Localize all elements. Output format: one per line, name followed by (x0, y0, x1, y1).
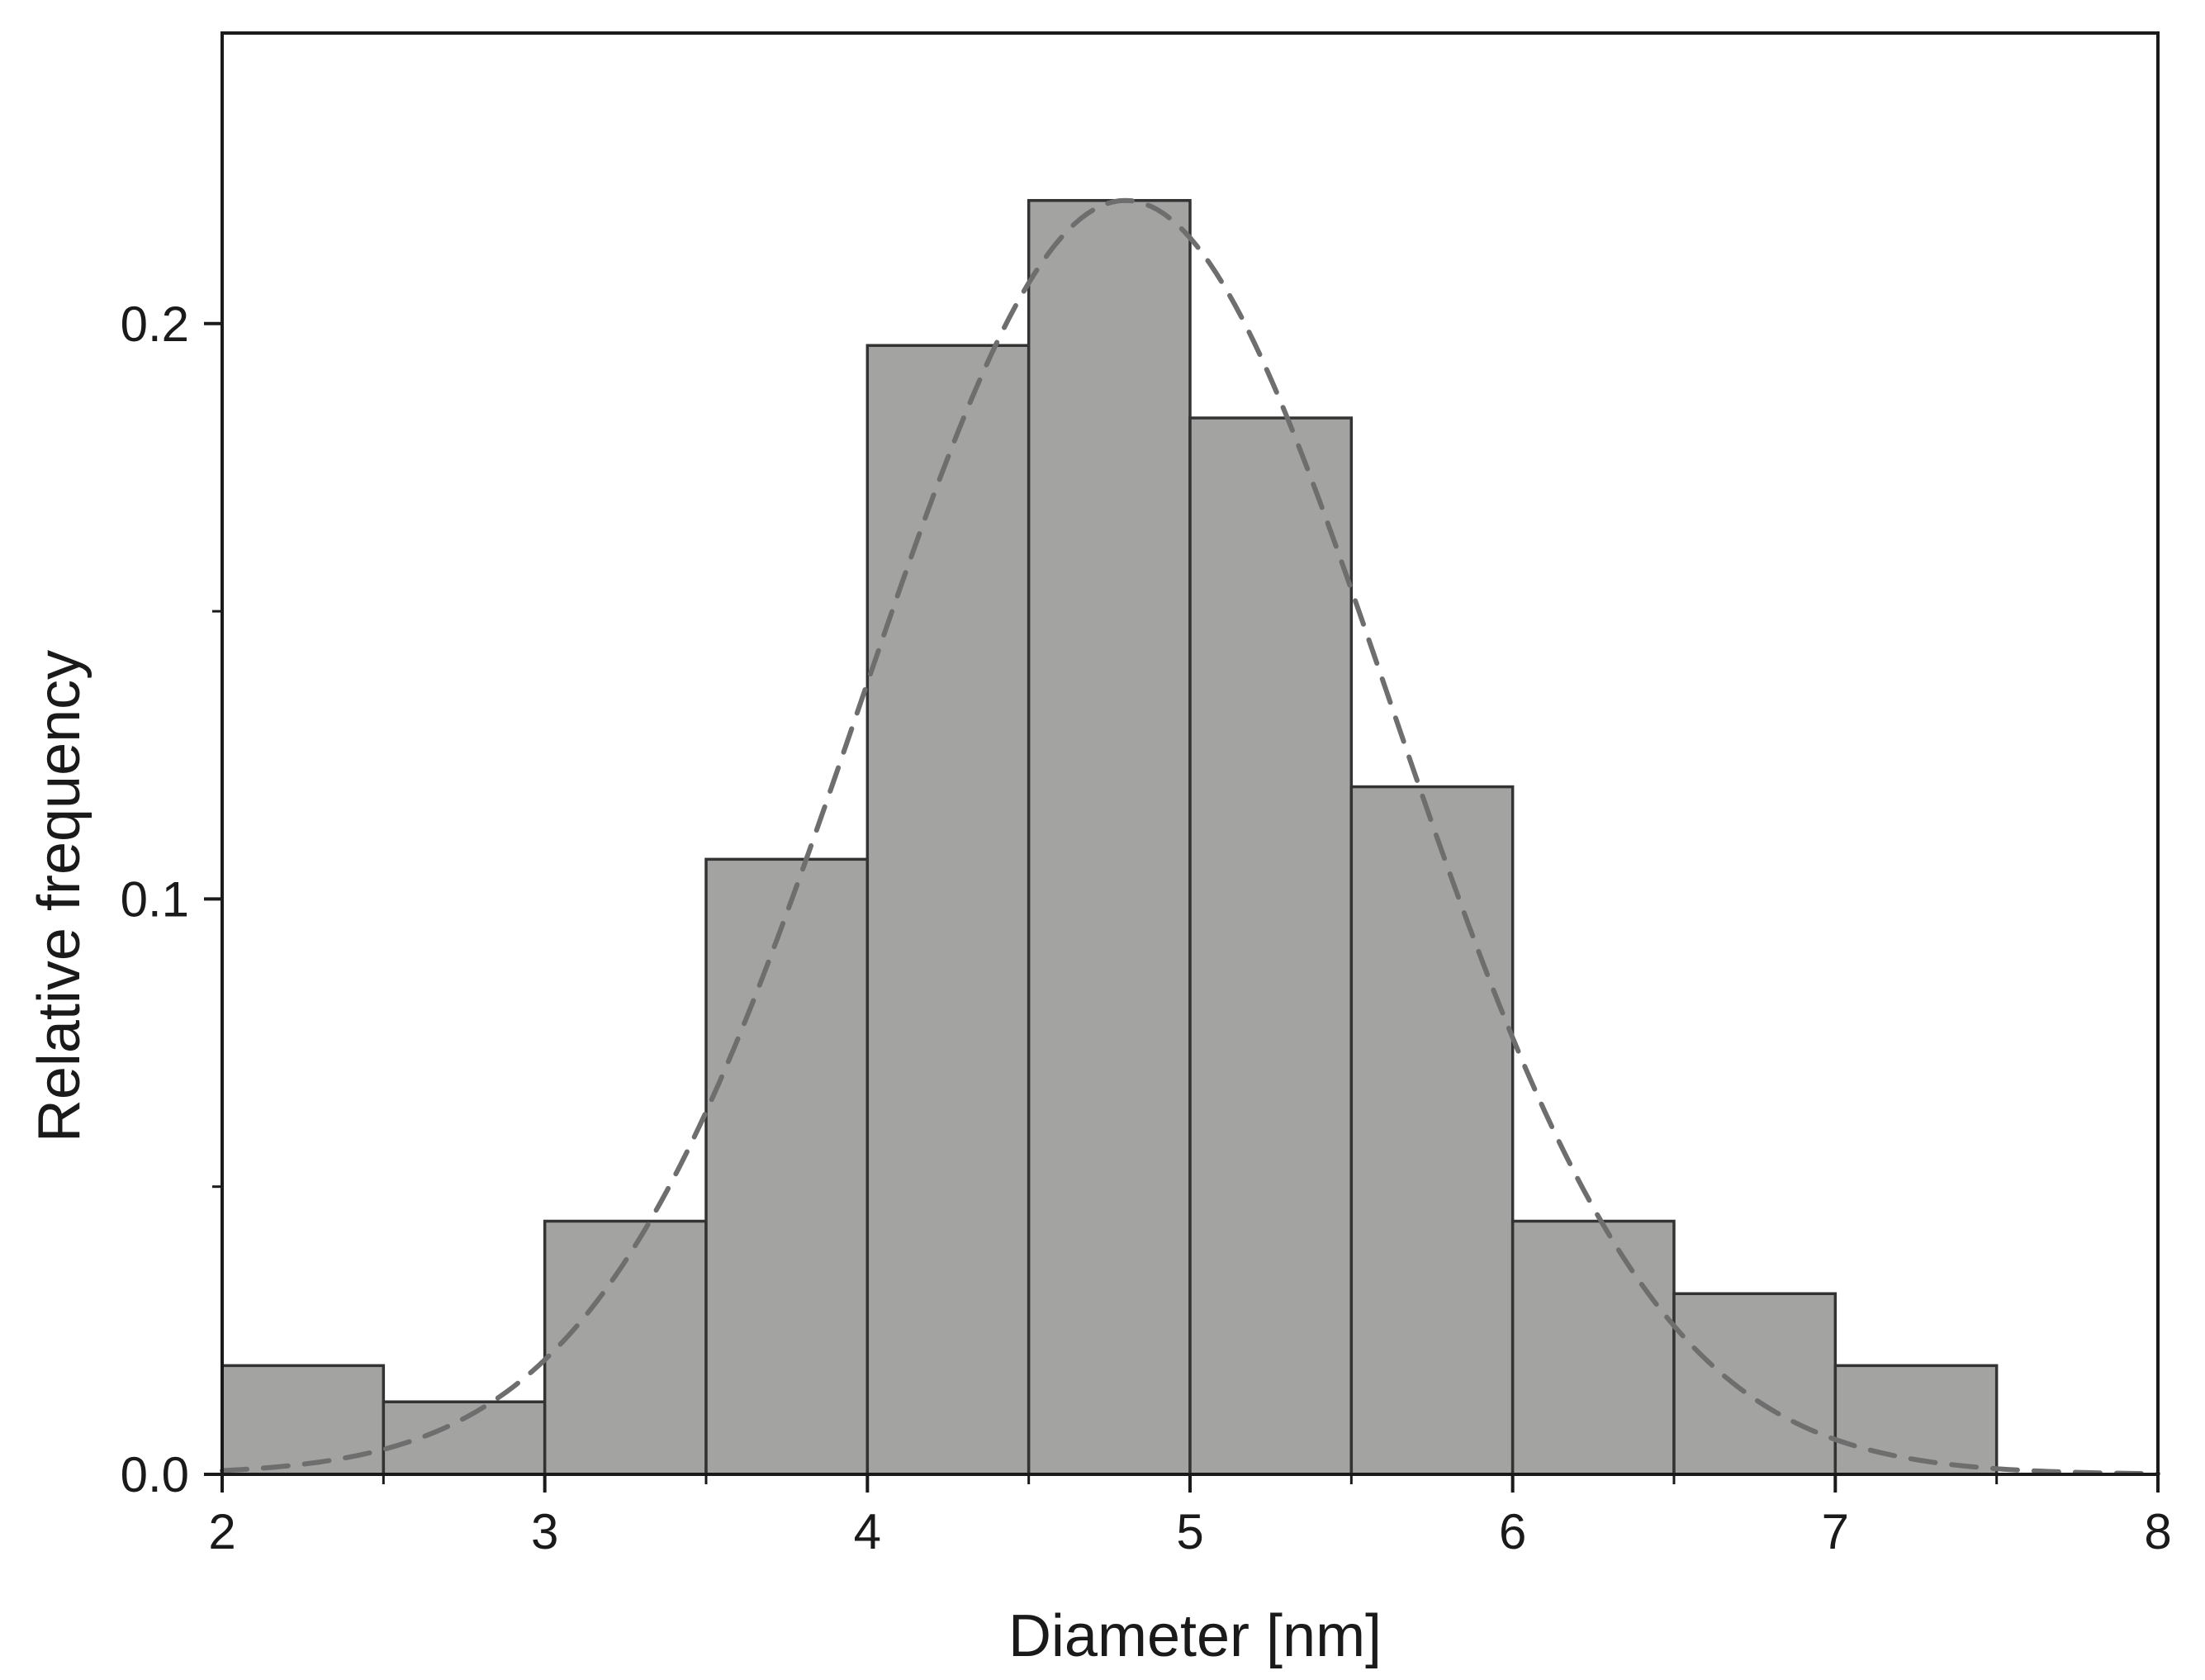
y-tick-label: 0.2 (121, 297, 189, 352)
x-tick-label: 8 (2144, 1504, 2171, 1559)
x-axis-label: Diameter [nm] (1008, 1603, 1382, 1669)
histogram-bar (704, 857, 870, 1476)
x-tick-label: 6 (1499, 1504, 1526, 1559)
x-tick-label: 4 (854, 1504, 881, 1559)
x-tick-label: 3 (531, 1504, 558, 1559)
histogram-bar (1349, 785, 1515, 1476)
bars-layer (220, 198, 1999, 1476)
histogram-bar (1188, 416, 1354, 1476)
histogram-bar (1672, 1292, 1838, 1476)
x-tick-label: 5 (1176, 1504, 1203, 1559)
histogram-bar (1510, 1219, 1676, 1476)
fit-layer (220, 197, 2160, 1477)
y-axis-label: Relative frequency (26, 650, 92, 1142)
histogram-bar (220, 1364, 386, 1476)
y-tick-label: 0.0 (121, 1447, 189, 1502)
histogram-bar (865, 344, 1031, 1476)
gaussian-fit-line (220, 197, 2160, 1477)
histogram-bar (1833, 1364, 1999, 1476)
histogram-bar (1027, 198, 1192, 1476)
labels-layer: Diameter [nm] Relative frequency (26, 650, 1382, 1669)
histogram-bar (382, 1400, 547, 1476)
x-tick-label: 2 (208, 1504, 235, 1559)
x-tick-label: 7 (1822, 1504, 1849, 1559)
y-tick-label: 0.1 (121, 871, 189, 927)
axes-layer: 2 3 4 5 6 7 8 0.0 0.1 0.2 (121, 31, 2172, 1559)
